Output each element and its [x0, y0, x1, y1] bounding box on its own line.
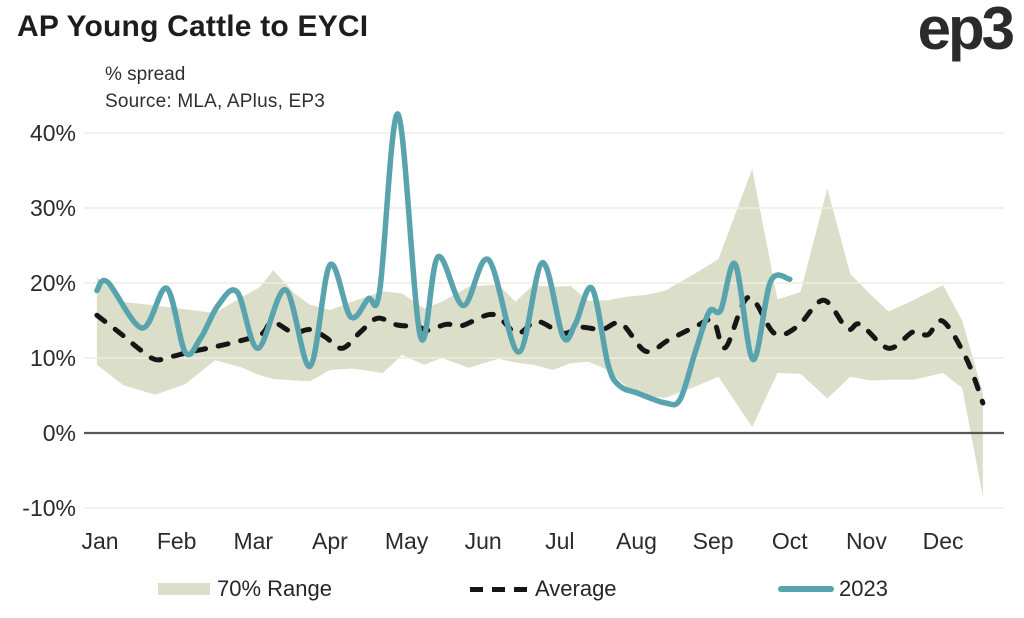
average-line [94, 294, 986, 406]
legend-item-average: Average [470, 574, 617, 604]
y-tick-label: 40% [30, 120, 76, 146]
legend-item-70pct-range: 70% Range [158, 574, 332, 604]
x-tick-label: Nov [846, 528, 887, 554]
legend-label: 70% Range [217, 576, 332, 601]
y-tick-label: 0% [43, 420, 76, 446]
band-swatch [158, 583, 210, 595]
x-tick-label: Jul [545, 528, 574, 554]
y-tick-label: -10% [22, 495, 76, 521]
ep3-logo: ep3 [917, 0, 1015, 62]
page-title: AP Young Cattle to EYCI [17, 10, 369, 43]
range-band-area [96, 169, 983, 497]
y-tick-label: 30% [30, 195, 76, 221]
x-tick-label: Oct [772, 528, 808, 554]
x-tick-label: Jan [81, 528, 118, 554]
line-2023-swatch [778, 586, 834, 592]
x-tick-label: Aug [616, 528, 657, 554]
x-tick-label: Jun [465, 528, 502, 554]
y-axis-unit-label: % spread [105, 64, 186, 85]
line-2023 [94, 111, 793, 408]
y-tick-label: 10% [30, 345, 76, 371]
y-tick-label: 20% [30, 270, 76, 296]
legend-item-2023: 2023 [778, 574, 888, 604]
legend-label: Average [535, 576, 617, 601]
x-tick-label: Dec [923, 528, 964, 554]
x-tick-label: Sep [693, 528, 734, 554]
x-tick-label: May [385, 528, 429, 554]
x-tick-label: Apr [312, 528, 348, 554]
legend-label: 2023 [839, 576, 888, 601]
chart-legend: 70% Range Average 2023 [0, 574, 1024, 604]
x-tick-label: Feb [157, 528, 197, 554]
dashed-line-swatch [470, 586, 528, 592]
x-tick-label: Mar [233, 528, 273, 554]
source-label: Source: MLA, APlus, EP3 [105, 91, 326, 112]
